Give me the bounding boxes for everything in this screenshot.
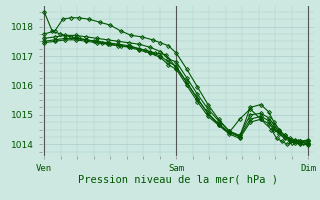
X-axis label: Pression niveau de la mer( hPa ): Pression niveau de la mer( hPa ) (77, 174, 278, 184)
